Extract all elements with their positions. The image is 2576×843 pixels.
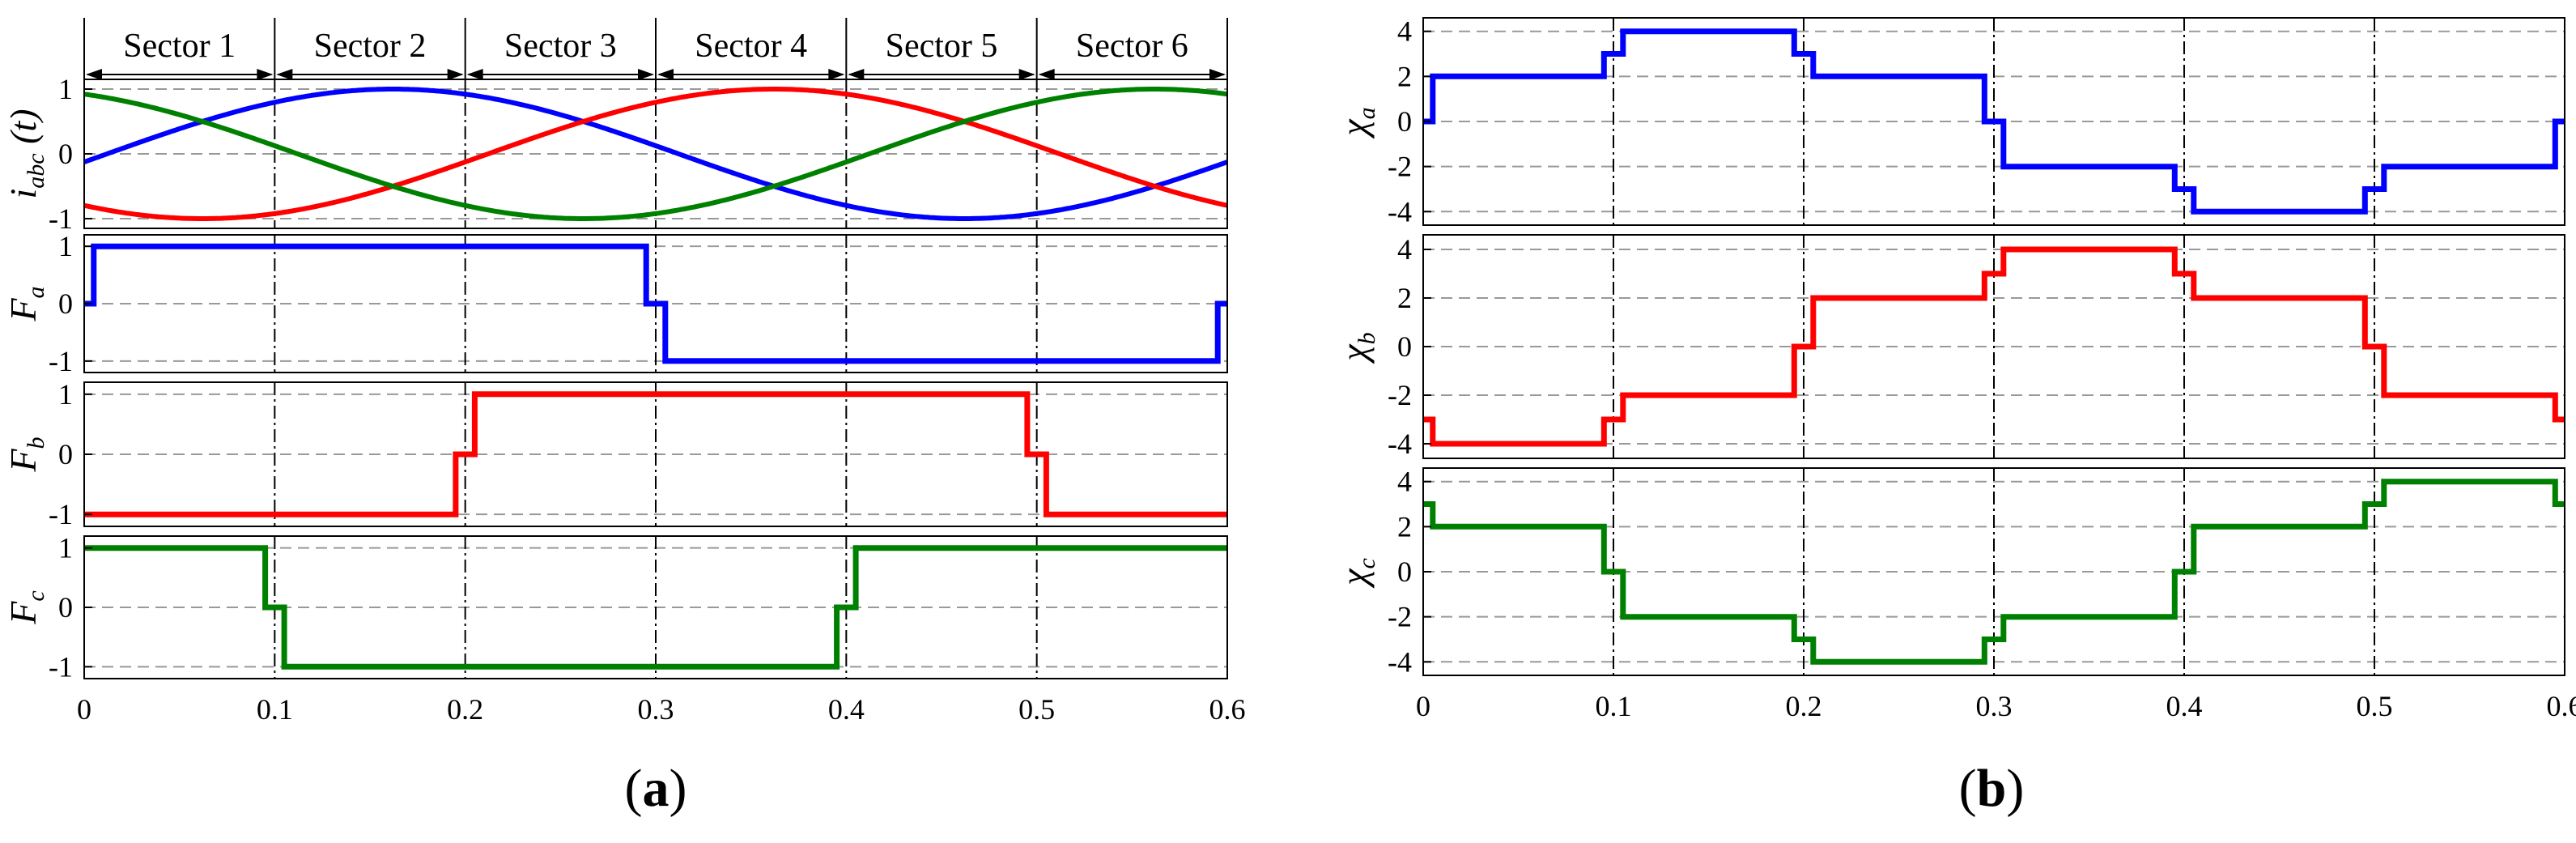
sector-label: Sector 5 [886, 28, 998, 65]
x-tick-label: 0 [1416, 690, 1430, 722]
arrowhead [1209, 69, 1226, 80]
subplot-chi-b: 4 2 0 -2 -4 χb [1333, 233, 2565, 460]
y-axis-label: χc [1333, 558, 1380, 589]
y-tick-label: 0 [1397, 330, 1412, 363]
y-tick-label: -4 [1388, 428, 1412, 460]
series-line-blue [84, 243, 1227, 364]
sector-label: Sector 2 [314, 28, 427, 65]
x-tick-label: 0.4 [2166, 690, 2203, 722]
sector-label: Sector 3 [504, 28, 617, 65]
arrowhead [828, 69, 845, 80]
series-line-blue [1423, 28, 2565, 215]
y-tick-label: -1 [49, 498, 73, 530]
y-tick-label: 2 [1397, 510, 1412, 543]
y-tick-label: 0 [58, 438, 73, 470]
series-line-green [1423, 479, 2565, 665]
x-tick-label: 0.6 [1209, 693, 1246, 726]
y-axis-label: Fc [2, 590, 49, 624]
y-tick-label: -1 [49, 202, 73, 235]
y-axis-label: iabc (t) [2, 109, 49, 198]
caption-b: (b) [1959, 759, 2025, 818]
y-tick-label: -4 [1388, 645, 1412, 678]
arrowhead [1038, 69, 1055, 80]
subplot-chi-c: 420-2-40 0.1 0.2 0.3 0.4 0.5 0.6χc [1333, 466, 2576, 722]
y-tick-label: 2 [1397, 60, 1412, 92]
y-tick-label: 0 [58, 287, 73, 320]
y-tick-label: -2 [1388, 601, 1412, 633]
y-tick-label: -1 [49, 345, 73, 377]
series-line-green [84, 545, 1227, 670]
arrowhead [466, 69, 483, 80]
y-tick-label: 1 [58, 73, 73, 105]
y-tick-label: -2 [1388, 151, 1412, 183]
arrowhead [848, 69, 865, 80]
arrowhead [657, 69, 674, 80]
series-line-red [1423, 246, 2565, 447]
y-tick-label: 1 [58, 532, 73, 564]
subplot-F-b: 1 0 -1Fb [2, 378, 1228, 530]
y-tick-label: 1 [58, 230, 73, 262]
y-axis-label: χb [1333, 332, 1380, 364]
series-line-red [83, 87, 1228, 221]
captions: (a) (b) [625, 759, 2025, 818]
y-tick-label: 0 [1397, 105, 1412, 138]
caption-a: (a) [625, 759, 687, 818]
x-tick-label: 0.5 [1018, 693, 1055, 726]
x-tick-label: 0.5 [2357, 690, 2393, 722]
arrowhead [86, 69, 102, 80]
arrowhead [1018, 69, 1035, 80]
sector-label: Sector 4 [695, 28, 807, 65]
y-tick-label: 1 [58, 378, 73, 411]
y-axis-label: Fb [2, 436, 49, 472]
y-axis-label: χa [1333, 107, 1380, 138]
sector-labels: Sector 1 Sector 2 Sector 3 Sector 4 Sector 5… [83, 18, 1228, 80]
x-tick-label: 0.6 [2547, 690, 2576, 722]
arrowhead [638, 69, 654, 80]
arrowhead [447, 69, 464, 80]
y-axis-label: Fa [2, 286, 49, 321]
subplot-chi-a: 4 2 0 -2 -4 χa [1333, 15, 2565, 228]
subplot-F-a: 1 0 -1Fa [2, 230, 1228, 377]
series-line-blue [83, 87, 1229, 221]
sector-label: Sector 1 [123, 28, 236, 65]
series-line-red [84, 391, 1227, 517]
x-tick-label: 0.3 [1976, 690, 2013, 722]
x-tick-label: 0.2 [1786, 690, 1822, 722]
x-tick-label: 0 [77, 693, 91, 726]
x-tick-label: 0.1 [257, 693, 293, 726]
x-tick-label: 0.1 [1596, 690, 1632, 722]
y-tick-label: 0 [1397, 556, 1412, 588]
y-tick-label: -4 [1388, 195, 1412, 228]
arrowhead [257, 69, 274, 80]
arrowhead [276, 69, 293, 80]
y-tick-label: 0 [58, 591, 73, 624]
x-tick-label: 0.2 [447, 693, 483, 726]
subplot-F-c: 10-10 0.1 0.2 0.3 0.4 0.5 0.6Fc [2, 532, 1246, 726]
sector-label: Sector 6 [1076, 28, 1188, 65]
y-tick-label: 4 [1397, 233, 1412, 266]
series-line-green [83, 87, 1228, 221]
x-tick-label: 0.4 [828, 693, 865, 726]
y-tick-label: -1 [49, 650, 73, 683]
y-tick-label: 2 [1397, 282, 1412, 314]
y-tick-label: 4 [1397, 15, 1412, 48]
y-tick-label: 0 [58, 138, 73, 170]
y-tick-label: 4 [1397, 466, 1412, 498]
y-tick-label: -2 [1388, 379, 1412, 411]
x-tick-label: 0.3 [638, 693, 674, 726]
